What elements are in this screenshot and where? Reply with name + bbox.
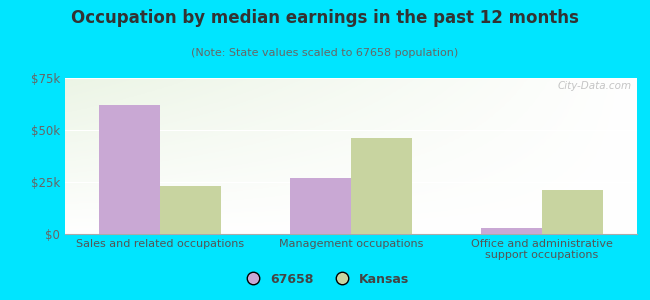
Bar	[161, 186, 222, 234]
Legend: 67658, Kansas: 67658, Kansas	[236, 268, 414, 291]
Text: (Note: State values scaled to 67658 population): (Note: State values scaled to 67658 popu…	[191, 48, 459, 58]
Bar	[541, 190, 603, 234]
Bar	[99, 105, 161, 234]
Bar	[480, 228, 541, 234]
Text: City-Data.com: City-Data.com	[557, 81, 631, 91]
Bar	[290, 178, 351, 234]
Text: Occupation by median earnings in the past 12 months: Occupation by median earnings in the pas…	[71, 9, 579, 27]
Bar	[351, 138, 412, 234]
